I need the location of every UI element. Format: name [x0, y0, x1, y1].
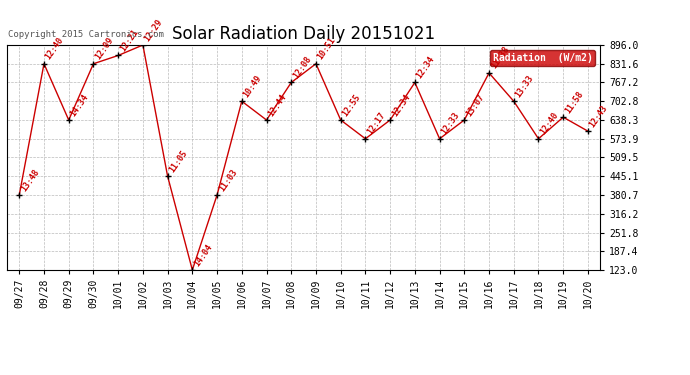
- Text: 10:51: 10:51: [316, 36, 337, 62]
- Text: 12:21: 12:21: [118, 27, 140, 53]
- Text: Copyright 2015 Cartronics.com: Copyright 2015 Cartronics.com: [8, 30, 164, 39]
- Text: 11:58: 11:58: [563, 89, 585, 115]
- Text: 12:34: 12:34: [390, 92, 412, 118]
- Text: 12:33: 12:33: [440, 111, 462, 136]
- Text: 10:49: 10:49: [241, 73, 264, 99]
- Text: 12:55: 12:55: [341, 92, 362, 118]
- Text: 13:48: 13:48: [19, 167, 41, 193]
- Text: 12:08: 12:08: [291, 54, 313, 80]
- Title: Solar Radiation Daily 20151021: Solar Radiation Daily 20151021: [172, 26, 435, 44]
- Text: 12:40: 12:40: [44, 36, 66, 62]
- Text: 11:38: 11:38: [489, 45, 511, 70]
- Text: 11:05: 11:05: [168, 148, 189, 174]
- Legend: Radiation  (W/m2): Radiation (W/m2): [490, 50, 595, 66]
- Text: 11:03: 11:03: [217, 167, 239, 193]
- Text: 14:04: 14:04: [193, 242, 214, 268]
- Text: 12:43: 12:43: [588, 103, 610, 129]
- Text: 12:44: 12:44: [266, 92, 288, 118]
- Text: 12:29: 12:29: [143, 17, 165, 43]
- Text: 12:17: 12:17: [366, 111, 387, 136]
- Text: 12:40: 12:40: [538, 111, 560, 136]
- Text: 12:34: 12:34: [415, 54, 437, 80]
- Text: 14:34: 14:34: [69, 92, 90, 118]
- Text: 12:09: 12:09: [93, 36, 115, 62]
- Text: 13:33: 13:33: [514, 73, 535, 99]
- Text: 13:07: 13:07: [464, 92, 486, 118]
